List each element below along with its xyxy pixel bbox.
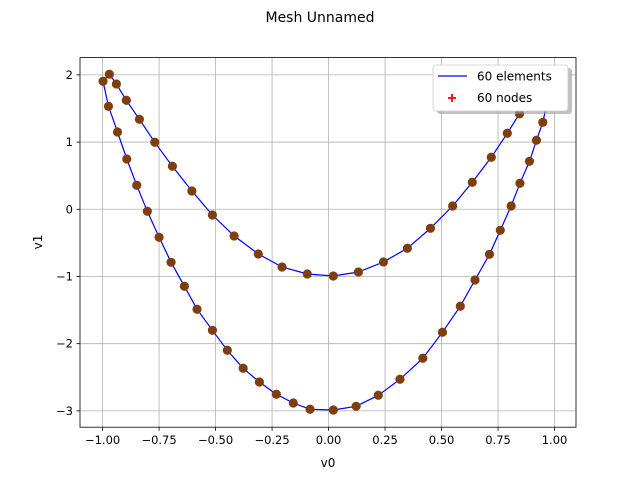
mesh-node-point bbox=[302, 269, 312, 279]
grid bbox=[80, 57, 576, 428]
mesh-node-point bbox=[150, 137, 160, 147]
mesh-node-point bbox=[467, 177, 477, 187]
mesh-node-point bbox=[378, 257, 389, 267]
mesh-node-point bbox=[373, 390, 383, 400]
x-tick-label: 0.75 bbox=[485, 433, 511, 447]
mesh-node-point bbox=[484, 249, 495, 259]
mesh-node-point bbox=[351, 401, 361, 411]
mesh-node-point bbox=[179, 281, 189, 291]
mesh-node-point bbox=[254, 377, 265, 387]
mesh-node-point bbox=[122, 154, 132, 164]
mesh-node-point bbox=[502, 128, 512, 138]
mesh-node-point bbox=[271, 389, 281, 399]
x-tick-label: −0.25 bbox=[254, 433, 289, 447]
mesh-node-point bbox=[111, 79, 121, 89]
chart-title: Mesh Unnamed bbox=[265, 10, 374, 26]
mesh-node-point bbox=[305, 404, 315, 414]
x-tick-label: 1.00 bbox=[542, 433, 568, 447]
mesh-node-point bbox=[486, 152, 496, 162]
mesh-node-point bbox=[495, 225, 505, 235]
x-tick-label: −0.75 bbox=[141, 433, 176, 447]
mesh-node-point bbox=[395, 374, 405, 384]
mesh-node-point bbox=[353, 267, 363, 277]
mesh-node-point bbox=[418, 353, 428, 363]
mesh-node-point bbox=[104, 69, 114, 79]
x-tick-label: 0.50 bbox=[429, 433, 455, 447]
mesh-node-point bbox=[448, 201, 458, 211]
mesh-node-point bbox=[402, 243, 413, 253]
mesh-node-point bbox=[207, 210, 218, 220]
mesh-node-point bbox=[187, 186, 197, 196]
mesh-node-point bbox=[154, 232, 164, 242]
y-tick-label: 1 bbox=[66, 135, 73, 149]
mesh-node-point bbox=[538, 117, 548, 127]
y-tick-label: −3 bbox=[56, 404, 73, 418]
x-tick-label: −0.50 bbox=[198, 433, 233, 447]
x-axis-label: v0 bbox=[321, 456, 336, 470]
mesh-node-point bbox=[253, 249, 263, 259]
mesh-node-point bbox=[98, 76, 108, 86]
mesh-node-point bbox=[103, 101, 114, 111]
mesh-node-point bbox=[531, 135, 542, 145]
plus-marker-icon bbox=[448, 94, 456, 102]
mesh-node-point bbox=[470, 275, 480, 285]
mesh-node-point bbox=[134, 114, 145, 124]
mesh-node-point bbox=[515, 178, 525, 188]
mesh-node-point bbox=[328, 271, 338, 281]
ticks: −1.00 −0.75 −0.50 −0.25 0.00 0.25 0.50 0.75 1.00… bbox=[56, 68, 567, 447]
x-tick-label: −1.00 bbox=[85, 433, 120, 447]
y-tick-label: 2 bbox=[66, 68, 73, 82]
legend: 60 elements 60 nodes bbox=[432, 64, 572, 114]
y-axis-label: v1 bbox=[31, 235, 45, 250]
mesh-node-point bbox=[166, 257, 176, 267]
mesh-node-point bbox=[207, 325, 218, 335]
mesh-node-point bbox=[167, 161, 178, 171]
mesh-node-point bbox=[328, 405, 338, 415]
legend-label-elements: 60 elements bbox=[477, 70, 552, 84]
mesh-node-point bbox=[142, 206, 152, 216]
mesh-node-point bbox=[425, 223, 436, 233]
mesh-node-point bbox=[277, 262, 287, 272]
mesh-node-point bbox=[229, 231, 239, 241]
x-tick-label: 0.25 bbox=[372, 433, 398, 447]
mesh-node-point bbox=[437, 327, 448, 337]
x-tick-label: 0.00 bbox=[316, 433, 342, 447]
mesh-node-point bbox=[112, 127, 123, 137]
mesh-node-point bbox=[288, 398, 298, 408]
mesh-node-point bbox=[121, 95, 131, 105]
mesh-node-point bbox=[132, 180, 142, 190]
y-tick-label: −1 bbox=[56, 269, 73, 283]
legend-label-nodes: 60 nodes bbox=[477, 91, 532, 105]
mesh-node-point bbox=[455, 301, 465, 311]
y-tick-label: −2 bbox=[56, 337, 73, 351]
mesh-node-point bbox=[524, 156, 535, 166]
axes-frame bbox=[79, 57, 577, 428]
mesh-node-point bbox=[506, 201, 516, 211]
mesh-node-point bbox=[192, 304, 202, 314]
mesh-node-point bbox=[238, 363, 248, 373]
y-tick-label: 0 bbox=[66, 202, 73, 216]
mesh-node-point bbox=[222, 345, 232, 355]
